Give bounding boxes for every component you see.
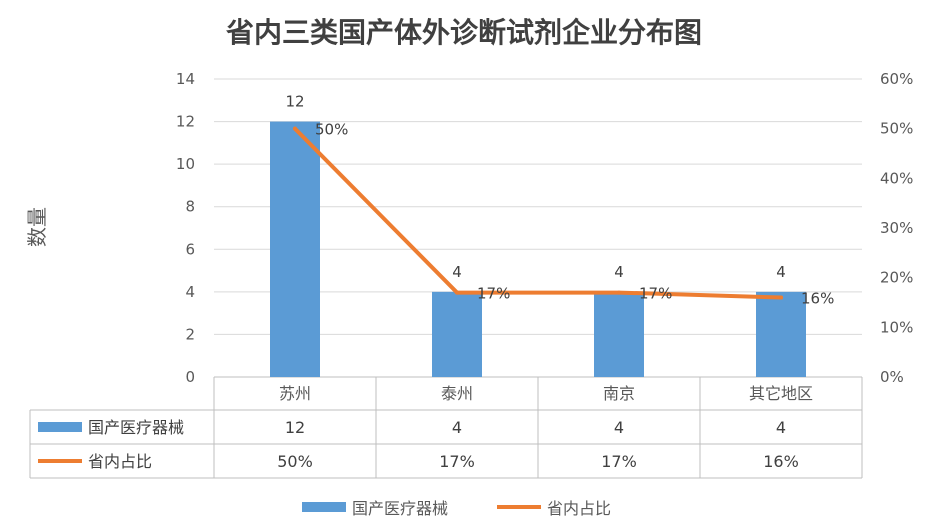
line-data-label: 50% [315,121,348,139]
line-point [617,290,621,295]
line-point [293,126,297,131]
line-data-label: 16% [801,290,834,308]
y-tick-label: 14 [176,70,195,88]
y2-tick-label: 50% [880,120,913,138]
table-row-header: 省内占比 [88,452,152,471]
x-tick-label: 其它地区 [749,384,813,403]
legend-key-bar [302,502,346,512]
bar-南京 [594,291,644,377]
x-tick-label: 泰州 [441,384,473,403]
y2-tick-label: 20% [880,269,913,287]
legend: 国产医疗器械 省内占比 [302,499,611,518]
y-axis-label: 数量 [25,207,49,247]
bar-苏州 [270,121,320,377]
y-tick-label: 10 [176,155,195,173]
legend-label: 省内占比 [547,499,611,518]
bar-data-label: 4 [776,263,786,281]
line-data-label: 17% [477,285,510,303]
y-tick-label: 6 [185,240,195,258]
y-tick-label: 12 [176,113,195,131]
bar-data-label: 4 [614,263,624,281]
table-cell: 4 [776,418,786,437]
x-tick-label: 苏州 [279,384,311,403]
table-cell: 17% [439,452,475,471]
x-tick-label: 南京 [603,384,635,403]
y-tick-label: 0 [185,368,195,386]
y-tick-label: 8 [185,198,195,216]
y2-tick-label: 60% [880,70,913,88]
y2-tick-label: 0% [880,368,904,386]
legend-label: 国产医疗器械 [352,499,448,518]
bar-data-label: 12 [285,93,304,111]
y2-tick-label: 30% [880,219,913,237]
line-series [293,126,783,300]
bar-data-label: 4 [452,263,462,281]
y-tick-label: 4 [185,283,195,301]
chart-title: 省内三类国产体外诊断试剂企业分布图 [226,16,702,49]
y-tick-label: 2 [185,325,195,343]
table-cell: 16% [763,452,799,471]
table-cell: 17% [601,452,637,471]
table-cell: 4 [452,418,462,437]
line-point [455,290,459,295]
line-point [779,295,783,300]
table-cell: 50% [277,452,313,471]
y2-tick-label: 40% [880,169,913,187]
table-cell: 4 [614,418,624,437]
axes: 0 2 4 6 8 10 12 14 0% 10% 20% 30% 40% 50% 60% [176,70,913,386]
bar-series [270,121,806,377]
table-row-header: 国产医疗器械 [88,418,184,437]
bar-其它地区 [756,291,806,377]
data-labels: 12 4 4 4 50% 17% 17% 16% [285,93,834,308]
y2-tick-label: 10% [880,318,913,336]
line-data-label: 17% [639,285,672,303]
table-cell: 12 [285,418,305,437]
table-row-key-bar [38,422,82,432]
bar-泰州 [432,291,482,377]
gridlines [214,78,862,335]
line-省内占比 [293,126,783,300]
